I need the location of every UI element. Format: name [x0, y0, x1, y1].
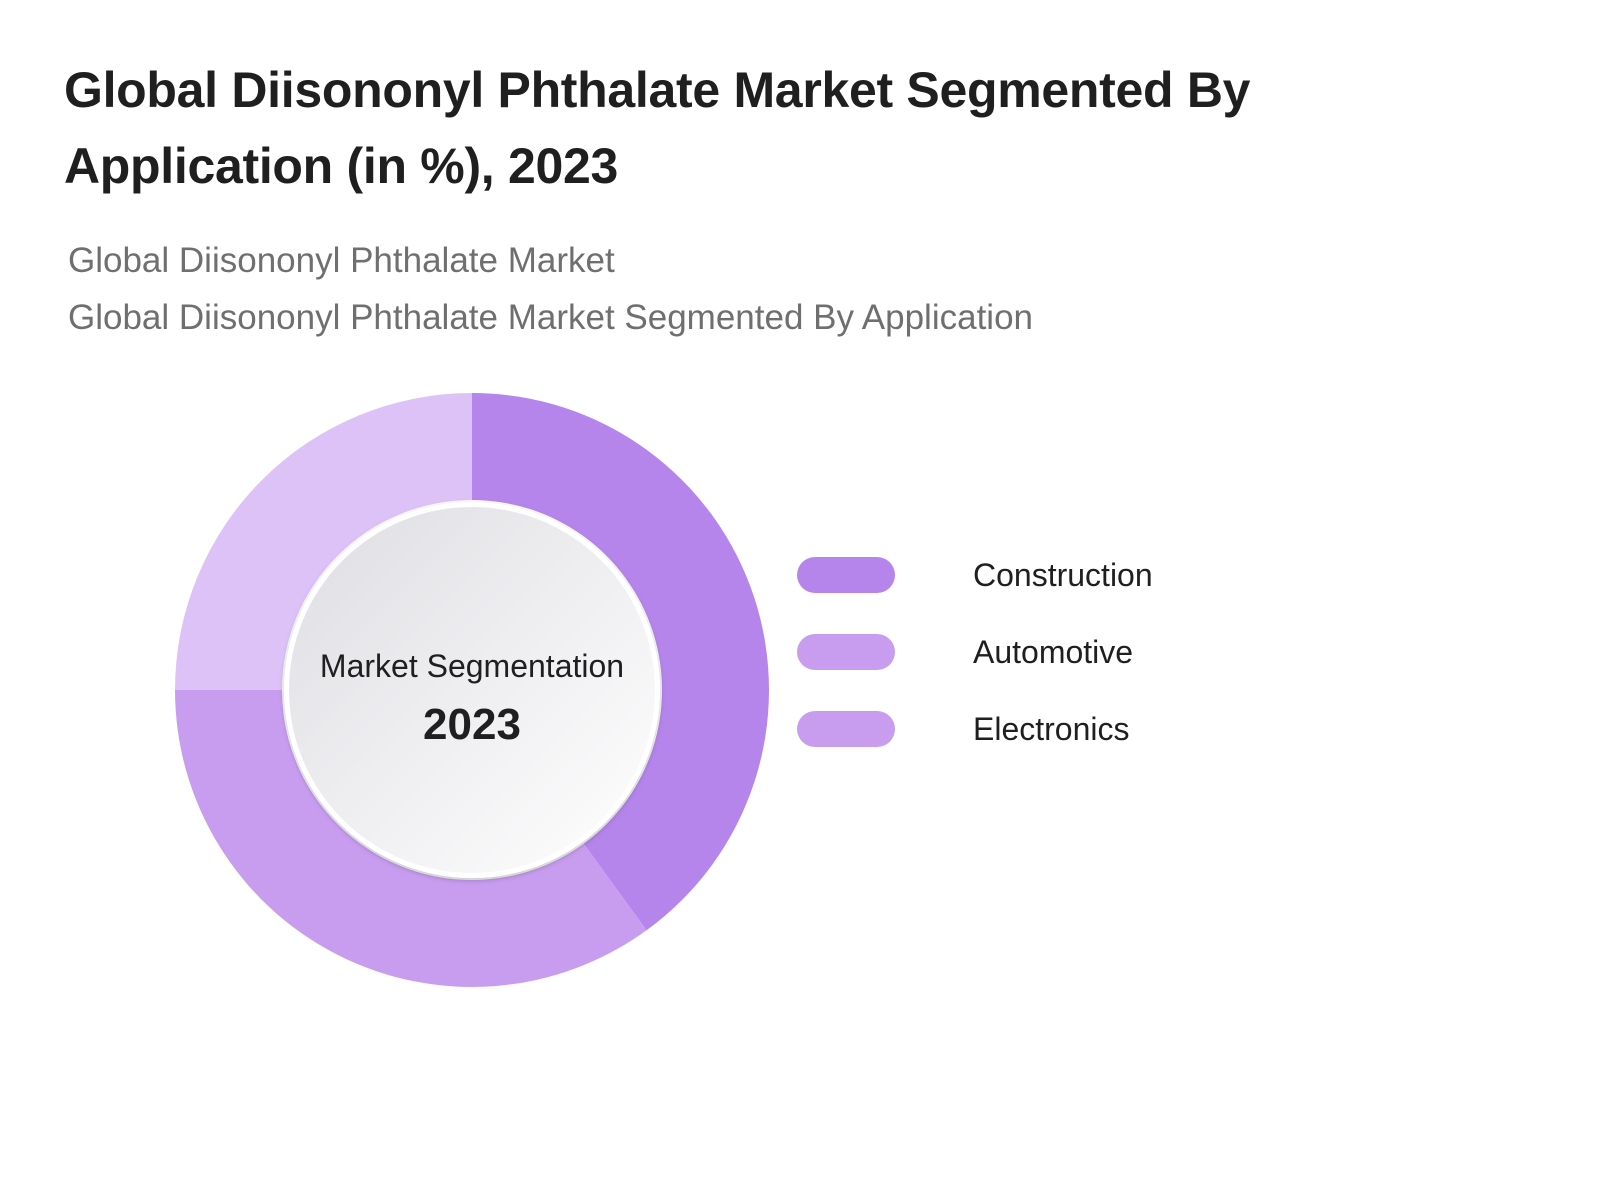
donut-center-disc [289, 507, 655, 873]
donut-slice-automotive [174, 690, 647, 987]
legend-item-construction: Construction [797, 557, 1153, 593]
legend-swatch [797, 634, 895, 670]
legend-swatch [797, 557, 895, 593]
chart-subtitle-segment: Global Diisononyl Phthalate Market Segme… [68, 298, 1033, 337]
chart-subtitle-market: Global Diisononyl Phthalate Market [68, 241, 615, 280]
legend-swatch [797, 711, 895, 747]
chart-title: Global Diisononyl Phthalate Market Segme… [64, 62, 1251, 194]
center-label: Market Segmentation [320, 648, 624, 684]
legend-label: Electronics [973, 711, 1130, 747]
legend-item-electronics: Electronics [797, 711, 1130, 747]
legend-label: Automotive [973, 634, 1133, 670]
legend-item-automotive: Automotive [797, 634, 1133, 670]
legend-label: Construction [973, 557, 1153, 593]
donut-center: Market Segmentation 2023 [284, 502, 660, 878]
donut-slice-electronics [175, 393, 472, 690]
center-year: 2023 [423, 700, 521, 749]
donut-slice-construction [472, 393, 769, 931]
donut-slices [174, 393, 769, 987]
legend: Construction Automotive Electronics [797, 557, 1153, 747]
